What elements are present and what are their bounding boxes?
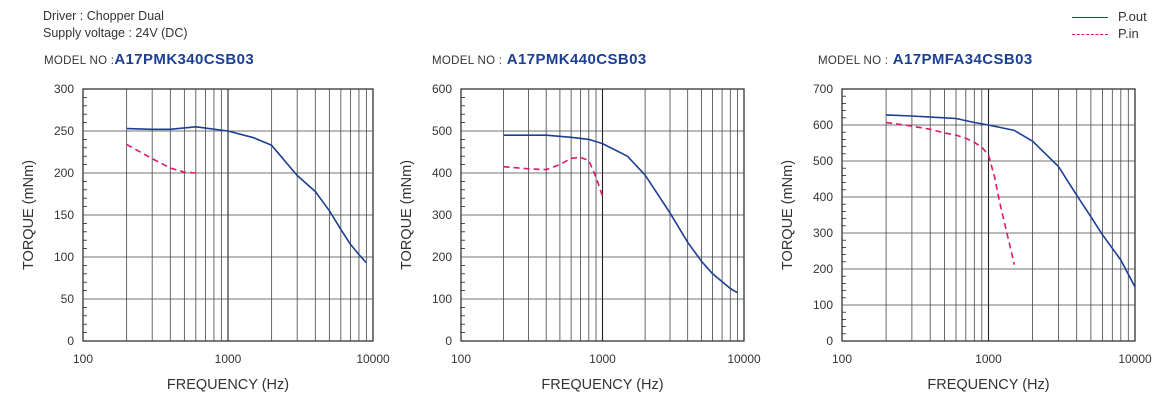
pin-series-line bbox=[885, 121, 1016, 265]
y-tick-label: 400 bbox=[813, 190, 833, 204]
y-tick-label: 50 bbox=[61, 292, 75, 306]
y-tick-label: 200 bbox=[54, 166, 74, 180]
model-name: A17PMFA34CSB03 bbox=[892, 51, 1033, 68]
y-tick-label: 300 bbox=[813, 226, 833, 240]
pin-series-line bbox=[503, 156, 604, 197]
y-tick-label: 150 bbox=[54, 208, 74, 222]
model-name: A17PMK440CSB03 bbox=[506, 51, 647, 68]
supply-voltage-label: Supply voltage : 24V (DC) bbox=[43, 26, 188, 40]
y-tick-label: 500 bbox=[432, 124, 452, 138]
x-tick-label: 100 bbox=[451, 352, 471, 366]
x-tick-label: 10000 bbox=[356, 352, 390, 366]
y-tick-label: 200 bbox=[432, 250, 452, 264]
y-tick-label: 100 bbox=[54, 250, 74, 264]
pout-series-line bbox=[886, 114, 1136, 288]
x-tick-label: 10000 bbox=[1118, 352, 1152, 366]
x-axis-label: FREQUENCY (Hz) bbox=[927, 377, 1049, 393]
y-tick-label: 200 bbox=[813, 262, 833, 276]
legend-label-pout: P.out bbox=[1118, 9, 1147, 24]
legend-swatch-pin bbox=[1072, 34, 1108, 35]
y-axis-label: TORQUE (mNm) bbox=[21, 160, 37, 270]
x-tick-label: 1000 bbox=[975, 352, 1002, 366]
x-tick-label: 100 bbox=[832, 352, 852, 366]
model-name: A17PMK340CSB03 bbox=[114, 51, 255, 68]
model-label-1: MODEL NO :A17PMK340CSB03 bbox=[44, 51, 254, 69]
legend-swatch-pout bbox=[1072, 17, 1108, 18]
x-axis-label: FREQUENCY (Hz) bbox=[167, 377, 289, 393]
y-tick-label: 500 bbox=[813, 154, 833, 168]
y-tick-label: 400 bbox=[432, 166, 452, 180]
y-tick-label: 300 bbox=[54, 82, 74, 96]
legend-label-pin: P.in bbox=[1118, 26, 1139, 41]
y-tick-label: 700 bbox=[813, 82, 833, 96]
y-tick-label: 600 bbox=[813, 118, 833, 132]
y-axis-label: TORQUE (mNm) bbox=[399, 160, 415, 270]
y-tick-label: 300 bbox=[432, 208, 452, 222]
y-axis-label: TORQUE (mNm) bbox=[780, 160, 796, 270]
model-label-2: MODEL NO : A17PMK440CSB03 bbox=[432, 51, 647, 69]
model-label-3: MODEL NO : A17PMFA34CSB03 bbox=[818, 51, 1033, 69]
y-tick-label: 100 bbox=[813, 298, 833, 312]
pout-series-line bbox=[126, 126, 367, 264]
model-prefix: MODEL NO : bbox=[44, 55, 115, 67]
y-tick-label: 0 bbox=[826, 334, 833, 348]
y-tick-label: 0 bbox=[67, 334, 74, 348]
pin-series-line bbox=[126, 143, 196, 174]
pout-series-line bbox=[503, 134, 738, 294]
x-axis-label: FREQUENCY (Hz) bbox=[541, 377, 663, 393]
driver-label: Driver : Chopper Dual bbox=[43, 9, 164, 23]
x-tick-label: 10000 bbox=[727, 352, 761, 366]
x-tick-label: 1000 bbox=[589, 352, 616, 366]
x-tick-label: 1000 bbox=[215, 352, 242, 366]
model-prefix: MODEL NO : bbox=[432, 55, 503, 67]
y-tick-label: 600 bbox=[432, 82, 452, 96]
y-tick-label: 100 bbox=[432, 292, 452, 306]
model-prefix: MODEL NO : bbox=[818, 55, 889, 67]
y-tick-label: 0 bbox=[445, 334, 452, 348]
x-tick-label: 100 bbox=[73, 352, 93, 366]
y-tick-label: 250 bbox=[54, 124, 74, 138]
